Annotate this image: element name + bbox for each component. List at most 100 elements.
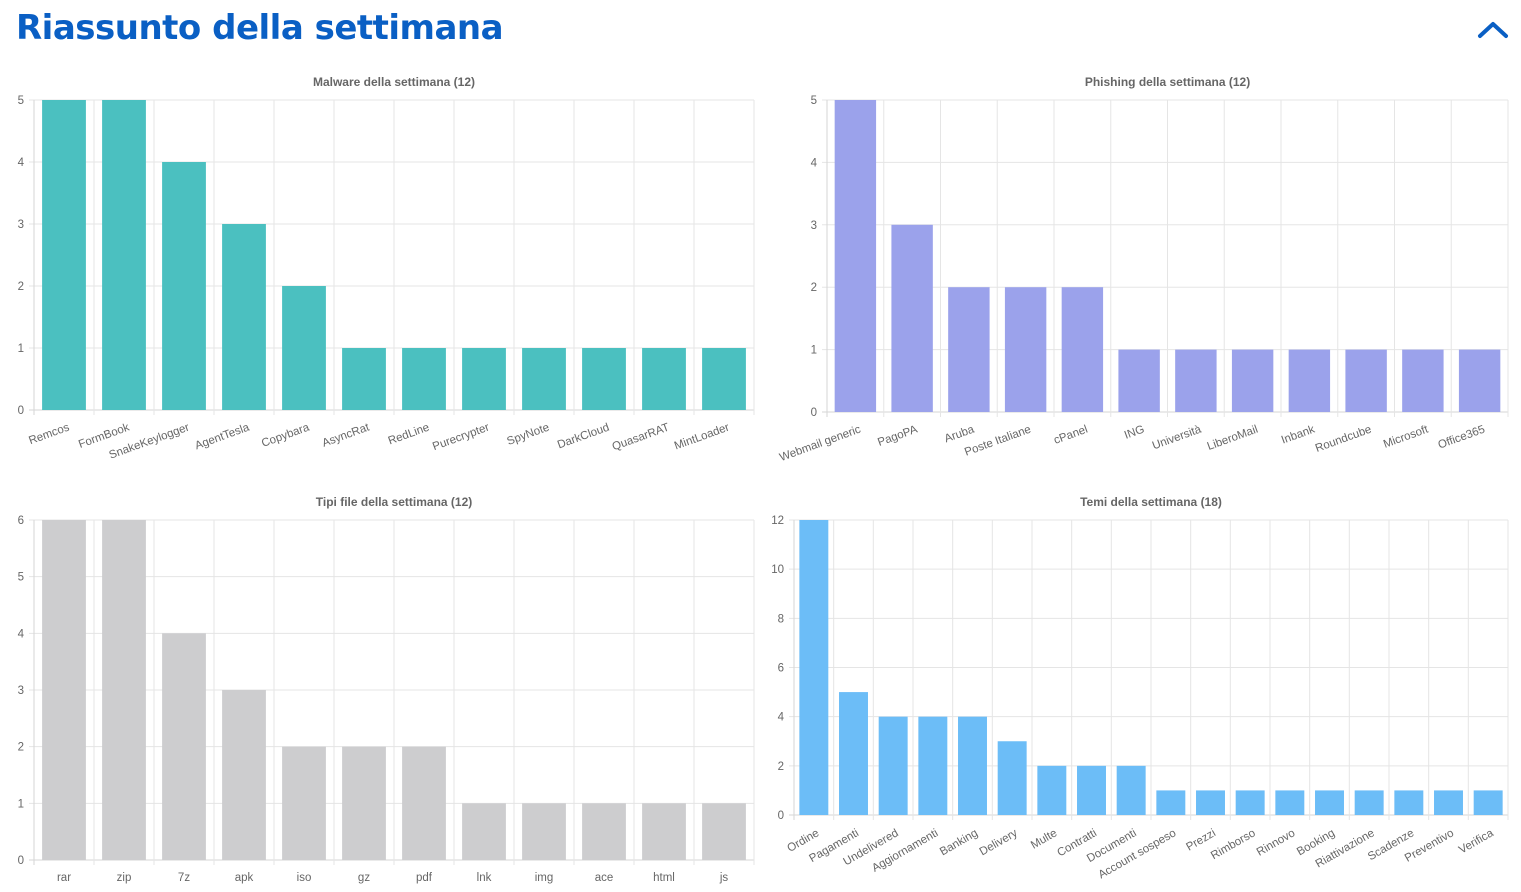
bar[interactable] <box>799 520 829 815</box>
bar[interactable] <box>1116 765 1146 815</box>
chart-title: Phishing della settimana (12) <box>1085 75 1250 89</box>
y-tick-label: 1 <box>811 345 817 357</box>
bar[interactable] <box>1458 349 1501 412</box>
bar[interactable] <box>1077 765 1106 815</box>
bar[interactable] <box>402 348 446 410</box>
y-tick-label: 4 <box>18 628 25 640</box>
y-tick-label: 10 <box>771 564 784 576</box>
chart-svg: Malware della settimana (12) 0 1 2 3 4 5 Remcos… <box>18 75 755 462</box>
y-tick-label: 5 <box>18 95 24 107</box>
bar[interactable] <box>1288 349 1331 412</box>
bar[interactable] <box>702 803 746 860</box>
bar[interactable] <box>42 100 86 410</box>
bar[interactable] <box>222 690 266 860</box>
bar[interactable] <box>42 520 86 860</box>
x-tick-label: zip <box>117 872 132 884</box>
chart-svg: Phishing della settimana (12) 0 1 2 3 4 5 Webma… <box>778 75 1509 464</box>
bar[interactable] <box>462 803 506 860</box>
bar[interactable] <box>642 348 686 410</box>
collapse-button[interactable] <box>1474 14 1512 46</box>
bar[interactable] <box>1235 790 1265 815</box>
y-tick-label: 6 <box>18 515 24 527</box>
bar[interactable] <box>162 162 206 410</box>
bar[interactable] <box>102 520 146 860</box>
bar[interactable] <box>702 348 746 410</box>
y-tick-label: 3 <box>18 219 24 231</box>
bar[interactable] <box>342 348 386 410</box>
bar[interactable] <box>1315 790 1344 815</box>
bar[interactable] <box>1275 790 1305 815</box>
bar[interactable] <box>918 716 948 815</box>
y-tick-label: 8 <box>778 613 784 625</box>
bar[interactable] <box>582 348 626 410</box>
x-tick-label: Office365 <box>1436 424 1486 452</box>
bar[interactable] <box>522 803 566 860</box>
x-tick-label: LiberoMail <box>1206 424 1260 453</box>
bar[interactable] <box>1473 790 1503 815</box>
y-tick-label: 0 <box>811 407 817 419</box>
x-tick-label: Purecrypter <box>431 421 491 453</box>
themes-chart: Temi della settimana (18) 0 2 4 6 8 10 12 Ordine… <box>770 488 1516 888</box>
bar[interactable] <box>839 692 868 815</box>
bar[interactable] <box>834 100 877 412</box>
bar[interactable] <box>891 224 933 412</box>
x-tick-label: 7z <box>178 872 190 884</box>
y-tick-label: 4 <box>811 157 818 169</box>
x-tick-label: DarkCloud <box>556 422 611 452</box>
bar[interactable] <box>1345 349 1387 412</box>
x-tick-label: rar <box>57 872 71 884</box>
bar[interactable] <box>1354 790 1384 815</box>
bar[interactable] <box>1156 790 1186 815</box>
y-tick-label: 1 <box>18 343 24 355</box>
x-tick-label: ace <box>595 872 614 884</box>
y-tick-label: 0 <box>18 855 24 867</box>
y-tick-label: 5 <box>18 572 24 584</box>
bar[interactable] <box>1175 349 1217 412</box>
bar[interactable] <box>958 716 987 815</box>
x-tick-label: pdf <box>416 872 433 884</box>
bar[interactable] <box>402 746 446 860</box>
bar[interactable] <box>1231 349 1274 412</box>
x-tick-label: iso <box>297 872 312 884</box>
chart-svg: Tipi file della settimana (12) 0 1 2 3 4 5 6 rar… <box>18 495 755 884</box>
y-tick-label: 4 <box>18 157 25 169</box>
bar[interactable] <box>282 286 326 410</box>
x-tick-label: Inbank <box>1280 423 1317 446</box>
bar[interactable] <box>878 716 908 815</box>
bar[interactable] <box>222 224 266 410</box>
bar[interactable] <box>1118 349 1160 412</box>
bar[interactable] <box>1402 349 1444 412</box>
x-tick-label: AsyncRat <box>321 421 372 449</box>
bar[interactable] <box>1004 287 1047 412</box>
x-tick-label: apk <box>235 872 254 884</box>
y-tick-label: 2 <box>18 742 24 754</box>
x-tick-label: Delivery <box>978 827 1020 858</box>
bar[interactable] <box>522 348 566 410</box>
bar[interactable] <box>342 746 386 860</box>
y-tick-label: 4 <box>778 712 785 724</box>
chart-title: Malware della settimana (12) <box>313 75 475 89</box>
bar[interactable] <box>162 633 206 860</box>
y-tick-label: 5 <box>811 95 817 107</box>
x-tick-label: Aruba <box>943 423 977 445</box>
bar[interactable] <box>642 803 686 860</box>
bar[interactable] <box>582 803 626 860</box>
y-tick-label: 0 <box>778 810 784 822</box>
bar[interactable] <box>948 287 990 412</box>
chart-title: Temi della settimana (18) <box>1080 495 1222 509</box>
bar[interactable] <box>1196 790 1225 815</box>
bar[interactable] <box>1037 765 1067 815</box>
bar[interactable] <box>102 100 146 410</box>
bar[interactable] <box>462 348 506 410</box>
bar[interactable] <box>282 746 326 860</box>
y-tick-label: 3 <box>811 220 817 232</box>
bar[interactable] <box>1061 287 1104 412</box>
filetypes-chart: Tipi file della settimana (12) 0 1 2 3 4 5 6 rar… <box>0 488 760 888</box>
x-tick-label: html <box>653 872 675 884</box>
x-tick-label: Banking <box>938 827 980 858</box>
bar[interactable] <box>997 741 1027 815</box>
x-tick-label: QuasarRAT <box>611 422 671 454</box>
bar[interactable] <box>1394 790 1424 815</box>
bar[interactable] <box>1434 790 1463 815</box>
page-title: Riassunto della settimana <box>16 8 504 48</box>
